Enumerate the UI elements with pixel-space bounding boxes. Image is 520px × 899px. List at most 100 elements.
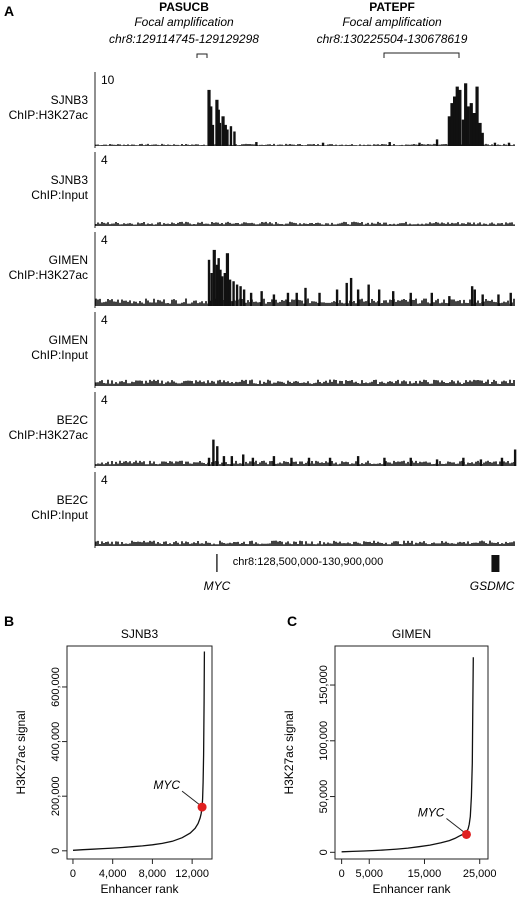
track-peak bbox=[448, 296, 451, 306]
track-peak bbox=[207, 89, 211, 146]
track-scale: 4 bbox=[101, 153, 108, 167]
track-peak bbox=[242, 289, 246, 306]
x-tick-label: 15,000 bbox=[408, 868, 442, 880]
track-peak bbox=[458, 89, 462, 146]
track-peak bbox=[286, 292, 290, 306]
chart-sjnb3-rank: SJNB3 0 4,000 8,000 12,000 0 200,000 400,000 600… bbox=[14, 627, 213, 896]
chart-title: SJNB3 bbox=[121, 627, 159, 641]
track-peak bbox=[509, 292, 512, 306]
track-peak bbox=[290, 457, 293, 466]
track-peak bbox=[230, 456, 234, 466]
chart-title: GIMEN bbox=[392, 627, 431, 641]
x-tick-label: 25,000 bbox=[463, 868, 497, 880]
track-peak bbox=[225, 253, 230, 306]
track-peak bbox=[455, 86, 459, 146]
track-peak bbox=[367, 284, 370, 306]
track-peak bbox=[513, 449, 517, 466]
track-peak bbox=[430, 292, 433, 306]
region-label-2: PATEPF Focal amplification chr8:13022550… bbox=[317, 0, 468, 46]
gene-annotations: MYC GSDMC bbox=[204, 554, 515, 593]
track-scale: 4 bbox=[101, 233, 108, 247]
track-scale: 4 bbox=[101, 473, 108, 487]
track-peak bbox=[295, 292, 298, 306]
track-peak bbox=[217, 122, 222, 146]
track-name: ChIP:H3K27ac bbox=[9, 268, 88, 282]
x-tick-label: 12,000 bbox=[175, 868, 209, 880]
rank-curve bbox=[72, 651, 206, 851]
track-peak bbox=[220, 276, 224, 306]
track-peak bbox=[235, 284, 239, 306]
track-peak bbox=[478, 122, 482, 146]
y-tick-label: 600,000 bbox=[50, 667, 62, 707]
track-background-signal bbox=[95, 221, 515, 226]
track-peak bbox=[388, 142, 391, 146]
track-peak bbox=[453, 96, 457, 146]
region-name: PASUCB bbox=[159, 0, 209, 14]
track-peak bbox=[207, 457, 211, 466]
gene-label-gsdmc: GSDMC bbox=[470, 579, 515, 593]
myc-leader-line bbox=[181, 790, 201, 806]
track-peak bbox=[223, 273, 227, 306]
track-peak bbox=[356, 456, 360, 466]
myc-label: MYC bbox=[153, 778, 180, 792]
chart-gimen-rank: GIMEN 0 5,000 15,000 25,000 0 50,000 100,000 150… bbox=[282, 627, 497, 896]
track-peak bbox=[418, 142, 421, 146]
track-peak bbox=[242, 454, 245, 466]
track-peak bbox=[207, 259, 211, 306]
track-peak bbox=[472, 113, 476, 146]
track-name: ChIP:H3K27ac bbox=[9, 108, 88, 122]
track-peak bbox=[209, 106, 213, 146]
y-axis-label: H3K27ac signal bbox=[282, 710, 296, 794]
track-peak bbox=[383, 457, 386, 466]
track-peak bbox=[356, 289, 360, 306]
track-background-signal bbox=[95, 460, 515, 466]
track-peak bbox=[475, 86, 479, 146]
region-coords: chr8:130225504-130678619 bbox=[317, 32, 468, 46]
track-peak bbox=[466, 106, 470, 146]
track-peak bbox=[249, 292, 253, 306]
track-name: ChIP:H3K27ac bbox=[9, 428, 88, 442]
track-peak bbox=[377, 289, 381, 306]
gene-label-myc: MYC bbox=[204, 579, 231, 593]
track-scale: 10 bbox=[101, 73, 115, 87]
track-peak bbox=[210, 273, 213, 306]
panel-c-label: C bbox=[287, 613, 297, 629]
track-peak bbox=[479, 459, 483, 466]
track-peak bbox=[409, 292, 412, 306]
y-tick-label: 150,000 bbox=[318, 665, 330, 705]
x-tick-label: 0 bbox=[70, 868, 76, 880]
track-peak bbox=[212, 439, 215, 466]
track-peak bbox=[228, 279, 232, 306]
track-peak bbox=[349, 277, 353, 306]
y-tick-label: 0 bbox=[318, 849, 330, 855]
track-peak bbox=[464, 83, 468, 146]
track-peak bbox=[335, 289, 339, 306]
track-peak bbox=[345, 282, 348, 306]
region-label-1: PASUCB Focal amplification chr8:12911474… bbox=[109, 0, 259, 46]
y-axis-label: H3K27ac signal bbox=[14, 710, 28, 794]
track-name: ChIP:Input bbox=[31, 508, 88, 522]
track-peak bbox=[318, 292, 321, 306]
track-peak bbox=[304, 287, 307, 306]
x-axis-label: Enhancer rank bbox=[100, 882, 179, 896]
myc-label: MYC bbox=[418, 805, 445, 819]
track-peak bbox=[409, 457, 412, 466]
track-name: ChIP:Input bbox=[31, 188, 88, 202]
region-bracket-2 bbox=[383, 52, 460, 58]
track-peak bbox=[212, 249, 216, 306]
plot-frame bbox=[66, 645, 213, 860]
track-peak bbox=[328, 457, 332, 466]
track-peak bbox=[219, 269, 222, 306]
track-scale: 4 bbox=[101, 393, 108, 407]
myc-point bbox=[461, 829, 471, 839]
track-name: GIMEN bbox=[49, 253, 88, 267]
track-peak bbox=[272, 294, 276, 306]
track-peak bbox=[493, 142, 497, 146]
track-peak bbox=[251, 457, 255, 466]
track-peak bbox=[507, 142, 511, 146]
